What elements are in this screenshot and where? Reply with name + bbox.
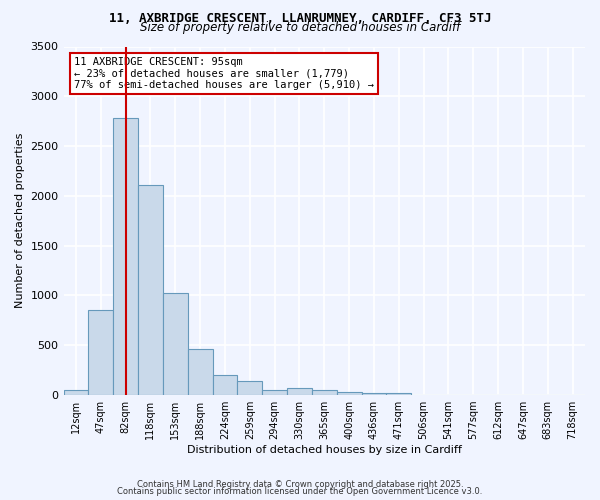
- Bar: [312, 390, 337, 395]
- Bar: [113, 118, 138, 395]
- Bar: [386, 393, 411, 395]
- Text: 11 AXBRIDGE CRESCENT: 95sqm
← 23% of detached houses are smaller (1,779)
77% of : 11 AXBRIDGE CRESCENT: 95sqm ← 23% of det…: [74, 57, 374, 90]
- Text: 11, AXBRIDGE CRESCENT, LLANRUMNEY, CARDIFF, CF3 5TJ: 11, AXBRIDGE CRESCENT, LLANRUMNEY, CARDI…: [109, 12, 491, 24]
- Bar: [212, 374, 238, 395]
- Bar: [138, 185, 163, 395]
- Bar: [88, 310, 113, 395]
- Bar: [262, 390, 287, 395]
- X-axis label: Distribution of detached houses by size in Cardiff: Distribution of detached houses by size …: [187, 445, 462, 455]
- Bar: [64, 390, 88, 395]
- Bar: [362, 392, 386, 395]
- Text: Contains HM Land Registry data © Crown copyright and database right 2025.: Contains HM Land Registry data © Crown c…: [137, 480, 463, 489]
- Bar: [238, 381, 262, 395]
- Text: Size of property relative to detached houses in Cardiff: Size of property relative to detached ho…: [140, 22, 460, 35]
- Text: Contains public sector information licensed under the Open Government Licence v3: Contains public sector information licen…: [118, 487, 482, 496]
- Bar: [163, 294, 188, 395]
- Y-axis label: Number of detached properties: Number of detached properties: [15, 133, 25, 308]
- Bar: [337, 392, 362, 395]
- Bar: [188, 350, 212, 395]
- Bar: [287, 388, 312, 395]
